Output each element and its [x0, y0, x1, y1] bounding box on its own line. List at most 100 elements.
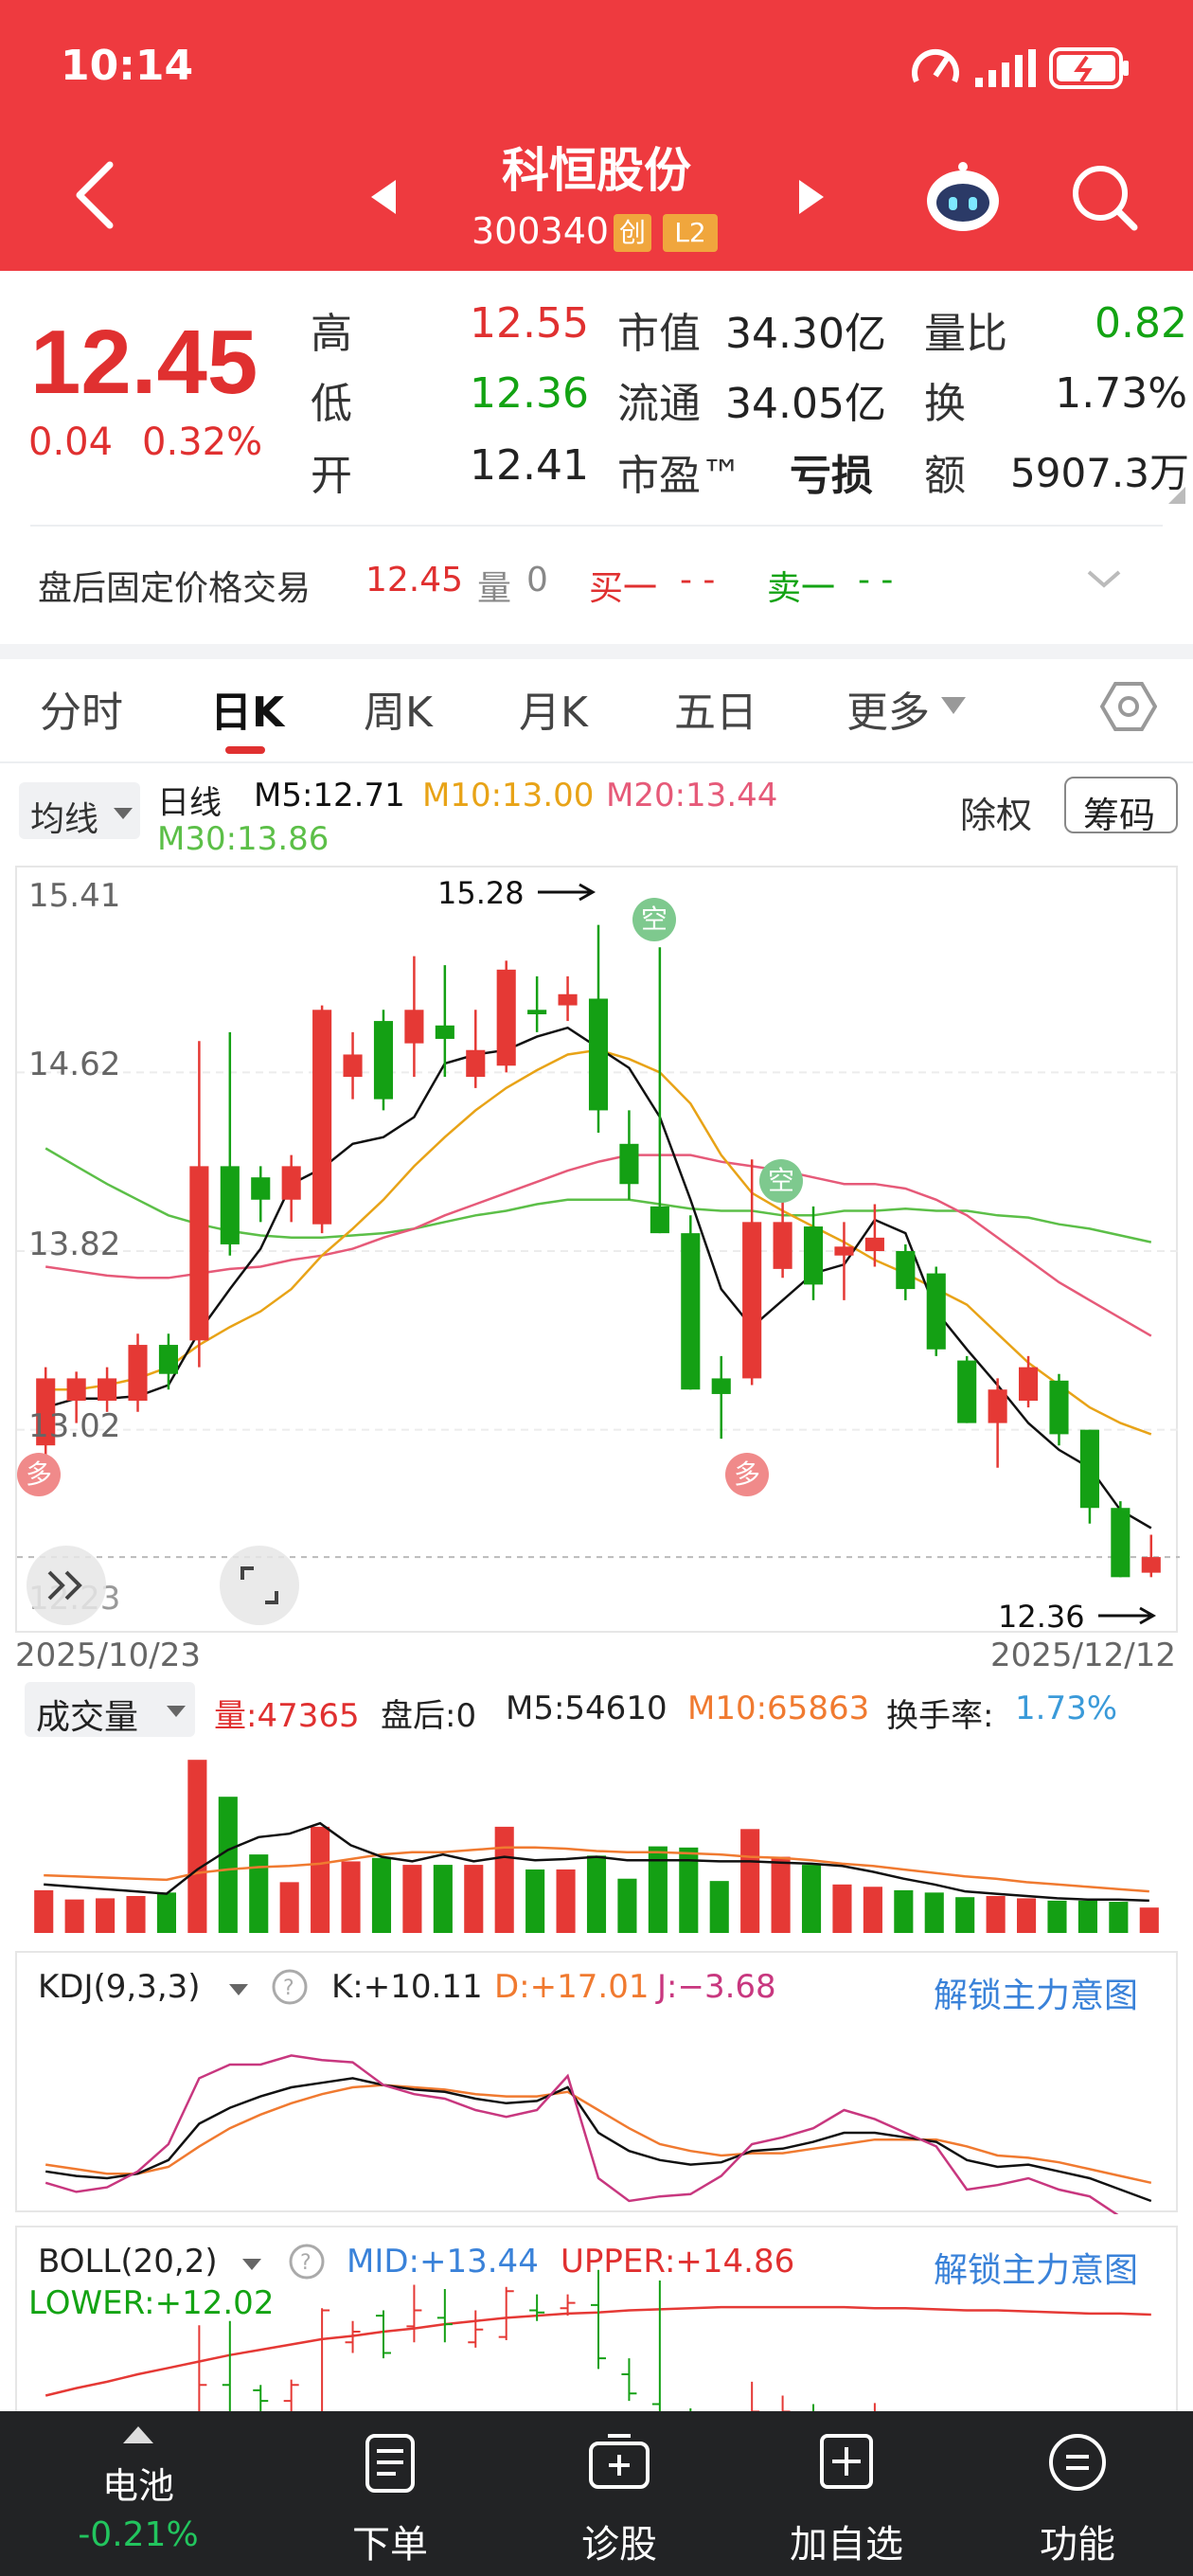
collapse-panel-button[interactable] — [27, 1546, 106, 1625]
candle-body — [681, 1233, 701, 1390]
turnover-value: 1.73% — [1055, 369, 1187, 418]
candle-body — [36, 1378, 56, 1446]
kdj-unlock-link[interactable]: 解锁主力意图 — [934, 1977, 1139, 2015]
candle-body — [373, 1021, 394, 1100]
boll-unlock-link[interactable]: 解锁主力意图 — [934, 2251, 1139, 2290]
volume-m5: M5:54610 — [506, 1690, 668, 1727]
kline-chart[interactable]: 15.41 14.62 13.82 13.02 12.23 15.28 12.3… — [15, 866, 1180, 1635]
pe-value: 亏损 — [790, 452, 873, 500]
badge-l2: L2 — [663, 214, 718, 252]
volume-bar — [709, 1881, 729, 1933]
ma-period: 日线 — [157, 784, 222, 822]
nav-add-watchlist[interactable]: 加自选 — [771, 2411, 922, 2576]
tab-weekly-k[interactable]: 周K — [364, 689, 433, 737]
candle-body — [189, 1166, 209, 1341]
candle-body — [435, 1025, 454, 1039]
robot-assistant-icon[interactable] — [920, 159, 1006, 239]
volume-bar — [249, 1854, 269, 1933]
volume-bar — [955, 1897, 975, 1933]
volume-bar — [279, 1882, 299, 1933]
tab-daily-k[interactable]: 日K — [210, 689, 285, 737]
candle-body — [98, 1378, 117, 1402]
next-stock-icon[interactable] — [795, 178, 828, 220]
volume-svg — [34, 1760, 1159, 1933]
candle-body — [1049, 1380, 1069, 1435]
caret-down-icon — [242, 2258, 261, 2276]
mktcap-label: 市值 — [617, 310, 701, 358]
tab-five-day[interactable]: 五日 — [674, 689, 757, 737]
kdj-j-line — [45, 2054, 1119, 2214]
volume-bar — [740, 1829, 760, 1933]
volume-bar — [1139, 1907, 1159, 1933]
settings-hex-icon[interactable] — [1099, 678, 1158, 739]
kdj-panel[interactable]: KDJ(9,3,3) ? K:+10.11 D:+17.01 J:−3.68 解… — [15, 1951, 1178, 2214]
search-icon[interactable] — [1070, 163, 1138, 235]
help-icon[interactable]: ? — [288, 2243, 326, 2284]
prev-stock-icon[interactable] — [367, 178, 400, 220]
signal-icon — [975, 49, 1038, 91]
exright-button[interactable]: 除权 — [960, 795, 1033, 836]
candle-body — [588, 998, 609, 1111]
arrow-right-icon — [538, 883, 596, 905]
volume-bar — [341, 1861, 361, 1933]
volume-bar — [986, 1896, 1006, 1933]
nav-battery[interactable]: 电池 -0.21% — [62, 2411, 214, 2576]
chevron-down-icon[interactable] — [1085, 564, 1123, 597]
back-icon[interactable] — [72, 159, 117, 235]
boll-panel[interactable]: BOLL(20,2) ? MID:+13.44 UPPER:+14.86 解锁主… — [15, 2226, 1178, 2417]
kline-y-label: 15.41 — [28, 877, 121, 915]
volume-bar — [218, 1797, 238, 1933]
tab-intraday[interactable]: 分时 — [40, 689, 123, 737]
kdj-selector[interactable]: KDJ(9,3,3) — [38, 1968, 201, 2006]
tab-more[interactable]: 更多 — [846, 689, 930, 737]
menu-circle-icon — [1047, 2432, 1108, 2496]
chips-button[interactable]: 筹码 — [1064, 777, 1178, 836]
candle-body — [864, 1237, 884, 1251]
nav-functions[interactable]: 功能 — [1002, 2411, 1153, 2576]
buy-signal-badge: 多 — [17, 1453, 61, 1496]
volume-value: 量:47365 — [214, 1697, 360, 1735]
badge-chuang: 创 — [614, 214, 651, 252]
buy1-value: - - — [680, 561, 716, 599]
app-header: 科恒股份 300340 创 L2 — [0, 133, 1193, 271]
max-price-label: 15.28 — [437, 875, 525, 911]
boll-mid: MID:+13.44 — [347, 2243, 539, 2281]
volume-bar — [1017, 1898, 1037, 1933]
nav-diagnose-label: 诊股 — [581, 2523, 657, 2567]
candle-body — [742, 1222, 762, 1379]
turnover-rate-value: 1.73% — [1015, 1690, 1118, 1727]
price-change-pct: 0.32% — [142, 420, 263, 464]
kdj-k: K:+10.11 — [331, 1968, 483, 2006]
volume-bar — [1077, 1900, 1097, 1933]
afterhours-vol-label: 量 — [477, 569, 512, 608]
low-value: 12.36 — [470, 369, 589, 418]
svg-text:?: ? — [300, 2251, 312, 2275]
fullscreen-icon — [240, 1566, 278, 1608]
boll-lower: LOWER:+12.02 — [28, 2284, 275, 2322]
bottom-nav: 电池 -0.21% 下单 诊股 加自选 功能 — [0, 2411, 1193, 2576]
candle-body — [404, 1010, 424, 1044]
stock-code: 300340 — [472, 210, 610, 252]
caret-down-icon — [167, 1705, 186, 1723]
add-square-icon — [818, 2432, 875, 2495]
fullscreen-button[interactable] — [220, 1546, 299, 1625]
candle-body — [1019, 1367, 1039, 1402]
tab-monthly-k[interactable]: 月K — [519, 689, 588, 737]
ma-selector[interactable]: 均线 — [19, 782, 140, 839]
candle-body — [1079, 1429, 1099, 1509]
volume-bar — [586, 1855, 607, 1933]
candle-body — [312, 1010, 332, 1225]
kdj-j: J:−3.68 — [657, 1968, 776, 2006]
nav-functions-label: 功能 — [1040, 2523, 1115, 2567]
volume-selector[interactable]: 成交量 — [25, 1682, 195, 1737]
candle-body — [711, 1378, 731, 1394]
volume-bar — [924, 1892, 944, 1933]
nav-add-label: 加自选 — [790, 2523, 903, 2567]
volume-chart[interactable] — [15, 1739, 1178, 1938]
candle-body — [220, 1166, 240, 1244]
nav-diagnose[interactable]: 诊股 — [543, 2411, 695, 2576]
boll-selector[interactable]: BOLL(20,2) — [38, 2243, 218, 2281]
help-icon[interactable]: ? — [271, 1968, 309, 2010]
mktcap-value: 34.30亿 — [725, 310, 886, 358]
nav-order[interactable]: 下单 — [314, 2411, 466, 2576]
